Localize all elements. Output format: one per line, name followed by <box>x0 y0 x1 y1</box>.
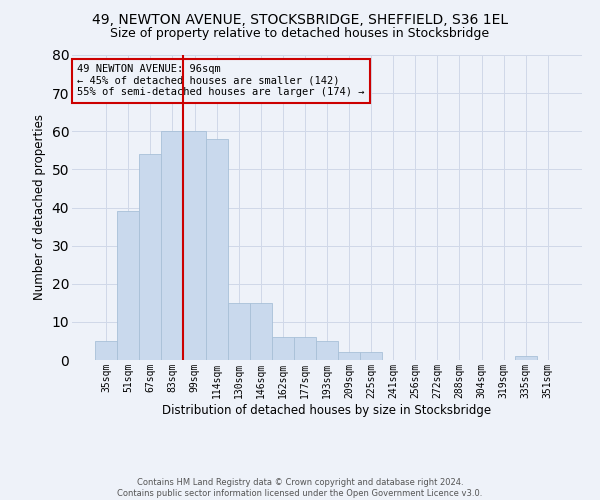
Text: 49 NEWTON AVENUE: 96sqm
← 45% of detached houses are smaller (142)
55% of semi-d: 49 NEWTON AVENUE: 96sqm ← 45% of detache… <box>77 64 365 98</box>
Bar <box>338 352 360 360</box>
Y-axis label: Number of detached properties: Number of detached properties <box>33 114 46 300</box>
Text: Size of property relative to detached houses in Stocksbridge: Size of property relative to detached ho… <box>110 28 490 40</box>
Text: 49, NEWTON AVENUE, STOCKSBRIDGE, SHEFFIELD, S36 1EL: 49, NEWTON AVENUE, STOCKSBRIDGE, SHEFFIE… <box>92 12 508 26</box>
Bar <box>117 212 139 360</box>
Bar <box>206 139 227 360</box>
Text: Contains HM Land Registry data © Crown copyright and database right 2024.
Contai: Contains HM Land Registry data © Crown c… <box>118 478 482 498</box>
Bar <box>360 352 382 360</box>
Bar <box>184 131 206 360</box>
Bar <box>227 303 250 360</box>
Bar <box>161 131 184 360</box>
Bar <box>294 337 316 360</box>
Bar <box>95 341 117 360</box>
Bar <box>272 337 294 360</box>
Bar <box>316 341 338 360</box>
Bar <box>515 356 537 360</box>
Bar <box>250 303 272 360</box>
Bar <box>139 154 161 360</box>
X-axis label: Distribution of detached houses by size in Stocksbridge: Distribution of detached houses by size … <box>163 404 491 416</box>
